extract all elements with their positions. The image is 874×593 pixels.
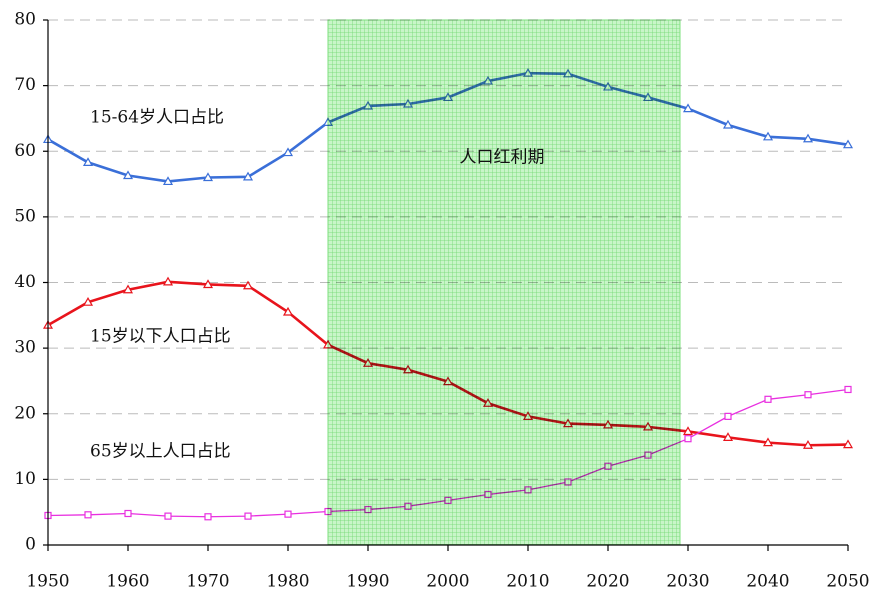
y-tick-label: 0	[25, 535, 36, 555]
marker	[764, 395, 772, 403]
marker	[284, 510, 292, 518]
y-tick-label: 30	[14, 338, 36, 358]
marker	[722, 119, 734, 129]
x-tick-label: 2000	[426, 572, 469, 592]
x-tick-label: 1960	[106, 572, 149, 592]
x-tick-label: 2010	[506, 572, 549, 592]
marker	[122, 170, 134, 180]
marker	[202, 172, 214, 182]
x-tick-label: 2030	[666, 572, 709, 592]
x-tick-label: 1980	[266, 572, 309, 592]
highlight-band	[327, 19, 681, 546]
marker	[684, 435, 692, 443]
x-tick-label: 2020	[586, 572, 629, 592]
series-label: 15-64岁人口占比	[90, 108, 224, 128]
marker	[842, 139, 854, 149]
x-tick-label: 1970	[186, 572, 229, 592]
marker	[282, 306, 294, 316]
marker	[762, 437, 774, 447]
series-label: 65岁以上人口占比	[90, 442, 231, 462]
marker	[724, 412, 732, 420]
marker	[804, 391, 812, 399]
y-tick-label: 40	[14, 272, 36, 292]
x-tick-label: 2040	[746, 572, 789, 592]
marker	[124, 509, 132, 518]
marker	[162, 176, 174, 186]
marker	[682, 426, 694, 436]
marker	[762, 131, 774, 141]
marker	[242, 171, 254, 181]
marker	[82, 157, 94, 167]
marker	[164, 512, 172, 520]
marker	[722, 432, 734, 441]
x-tick-label: 2050	[826, 572, 869, 592]
marker	[82, 296, 94, 306]
y-tick-label: 20	[14, 403, 36, 423]
marker	[842, 439, 854, 449]
highlight-label: 人口红利期	[460, 148, 545, 168]
marker	[242, 280, 254, 290]
marker	[282, 147, 294, 157]
marker	[682, 103, 694, 113]
y-tick-label: 10	[14, 469, 36, 489]
series-label: 15岁以下人口占比	[90, 327, 231, 347]
marker	[122, 284, 134, 294]
marker	[202, 279, 214, 289]
marker	[802, 440, 814, 449]
marker	[844, 385, 852, 394]
x-tick-label: 1950	[26, 572, 69, 592]
y-tick-label: 60	[14, 141, 36, 161]
marker	[802, 133, 814, 143]
y-tick-label: 70	[14, 75, 36, 95]
marker	[84, 511, 92, 519]
marker	[204, 513, 212, 521]
marker	[244, 512, 252, 520]
y-tick-label: 50	[14, 206, 36, 226]
x-tick-label: 1990	[346, 572, 389, 592]
marker	[162, 276, 174, 286]
y-tick-label: 80	[14, 10, 36, 30]
